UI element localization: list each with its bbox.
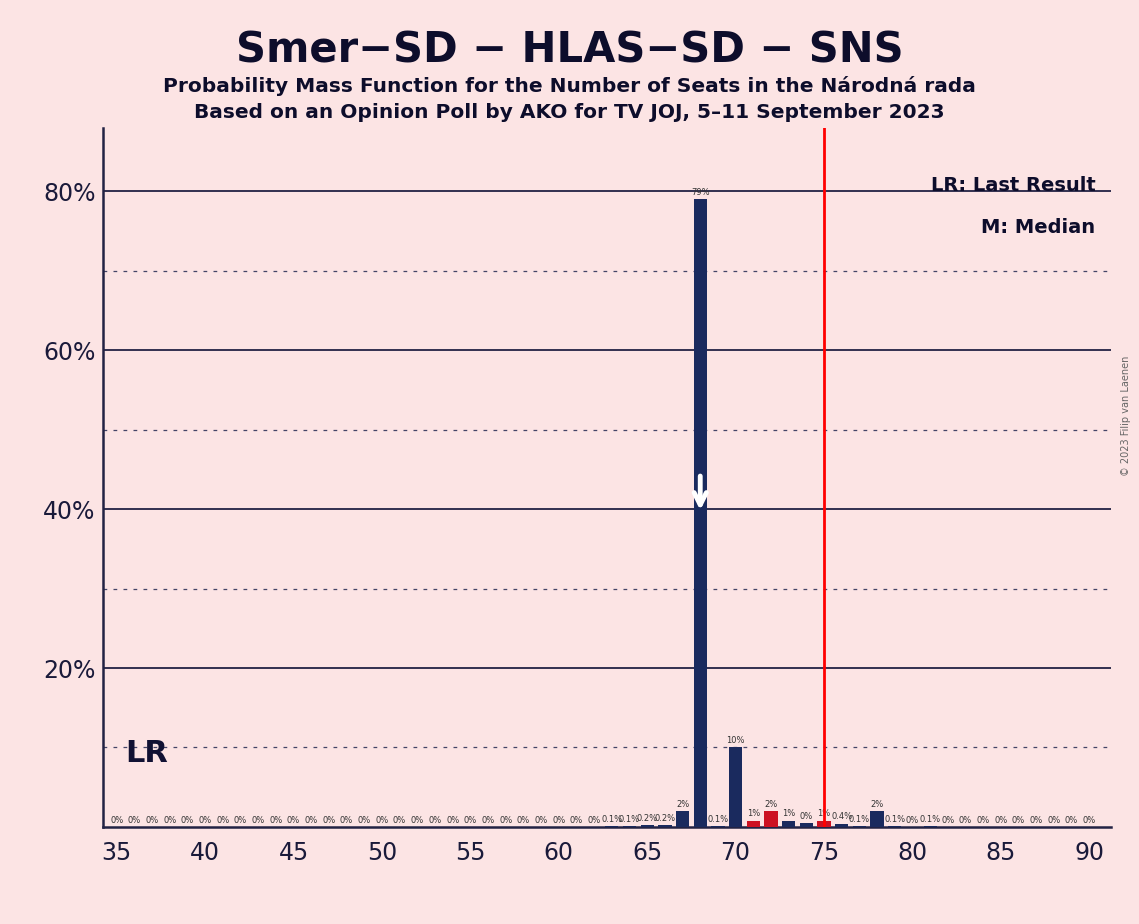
Text: 0.1%: 0.1% [884,815,906,824]
Text: 0%: 0% [1030,816,1043,824]
Text: LR: Last Result: LR: Last Result [931,176,1096,196]
Text: 0%: 0% [1011,816,1025,824]
Text: 0%: 0% [163,816,177,824]
Text: 0.1%: 0.1% [919,815,941,824]
Text: LR: LR [125,739,169,769]
Text: 1%: 1% [747,809,760,819]
Text: 0%: 0% [941,816,954,824]
Text: 0%: 0% [339,816,353,824]
Text: 0.1%: 0.1% [618,815,640,824]
Text: 0%: 0% [976,816,990,824]
Bar [835,824,849,827]
Bar [640,825,654,827]
Text: 0%: 0% [146,816,158,824]
Text: 0%: 0% [198,816,212,824]
Text: 0%: 0% [994,816,1008,824]
Text: 0%: 0% [128,816,141,824]
Text: 1%: 1% [818,809,830,819]
Text: 0.2%: 0.2% [654,814,675,823]
Text: 0%: 0% [906,816,919,824]
Bar [675,811,689,827]
Text: 0%: 0% [482,816,494,824]
Text: © 2023 Filip van Laenen: © 2023 Filip van Laenen [1121,356,1131,476]
Text: 0%: 0% [534,816,548,824]
Bar [782,821,795,827]
Text: 2%: 2% [675,799,689,808]
Text: 0%: 0% [1065,816,1079,824]
Text: 0%: 0% [800,811,813,821]
Text: 0.4%: 0.4% [831,812,852,821]
Text: Probability Mass Function for the Number of Seats in the Národná rada: Probability Mass Function for the Number… [163,76,976,96]
Bar [658,825,672,827]
Text: 0%: 0% [181,816,194,824]
Bar [729,748,743,827]
Text: Based on an Opinion Poll by AKO for TV JOJ, 5–11 September 2023: Based on an Opinion Poll by AKO for TV J… [194,103,945,123]
Text: 0%: 0% [269,816,282,824]
Text: 0.1%: 0.1% [601,815,622,824]
Bar [764,811,778,827]
Text: 0.1%: 0.1% [707,815,729,824]
Text: 0%: 0% [110,816,123,824]
Text: 0%: 0% [570,816,583,824]
Text: 0%: 0% [499,816,513,824]
Text: 0%: 0% [252,816,264,824]
Text: 0%: 0% [375,816,388,824]
Text: 0%: 0% [233,816,247,824]
Text: 0%: 0% [393,816,407,824]
Text: Smer−SD − HLAS−SD − SNS: Smer−SD − HLAS−SD − SNS [236,30,903,71]
Text: 0%: 0% [464,816,477,824]
Text: 10%: 10% [727,736,745,745]
Bar [747,821,760,827]
Text: 0.1%: 0.1% [849,815,870,824]
Text: 0%: 0% [517,816,530,824]
Text: 0%: 0% [304,816,318,824]
Text: 0%: 0% [322,816,336,824]
Bar [818,821,830,827]
Text: 0%: 0% [1047,816,1060,824]
Text: 0%: 0% [428,816,442,824]
Bar [870,811,884,827]
Text: 0%: 0% [552,816,565,824]
Text: 0%: 0% [287,816,301,824]
Text: 0%: 0% [358,816,371,824]
Text: M: Median: M: Median [982,218,1096,237]
Text: 0%: 0% [1083,816,1096,824]
Text: 2%: 2% [870,799,884,808]
Text: 0%: 0% [411,816,424,824]
Text: 2%: 2% [764,799,778,808]
Bar [694,199,707,827]
Text: 0%: 0% [588,816,600,824]
Text: 0.2%: 0.2% [637,814,657,823]
Text: 1%: 1% [782,809,795,819]
Text: 0%: 0% [216,816,229,824]
Text: 0%: 0% [446,816,459,824]
Text: 0%: 0% [959,816,973,824]
Text: 79%: 79% [691,188,710,197]
Bar [800,823,813,827]
